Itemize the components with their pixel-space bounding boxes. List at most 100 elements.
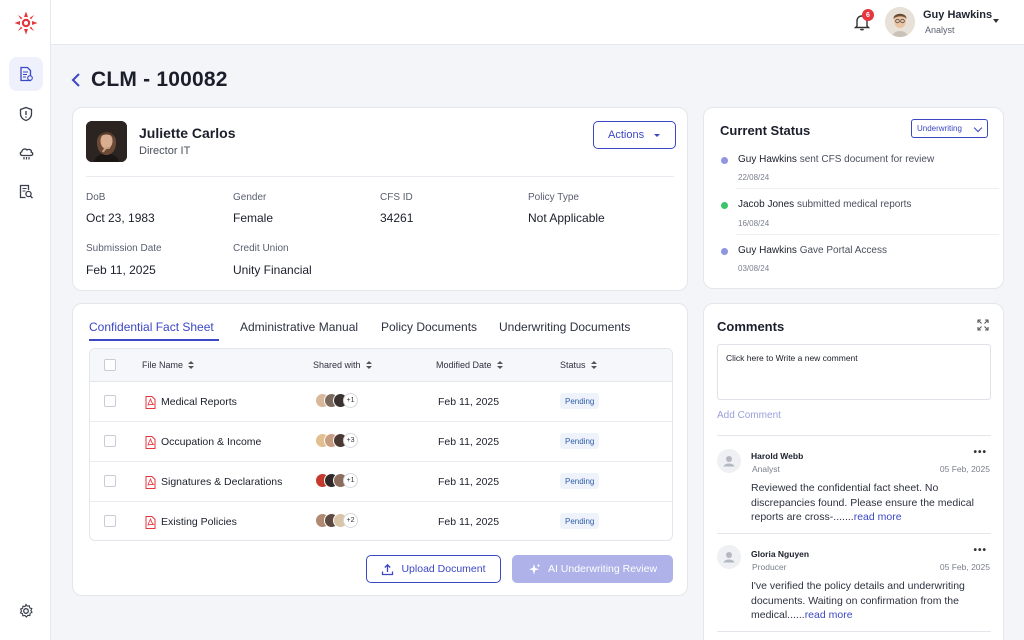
modified-date: Feb 11, 2025: [438, 476, 500, 488]
column-header-file-name[interactable]: File Name: [142, 360, 195, 370]
table-row[interactable]: Existing Policies +2 Feb 11, 2025 Pendin…: [90, 502, 672, 540]
file-name[interactable]: Occupation & Income: [161, 436, 262, 448]
sidebar-item-settings[interactable]: [9, 594, 43, 628]
user-name[interactable]: Guy Hawkins: [923, 9, 993, 21]
back-arrow-icon[interactable]: [68, 71, 84, 89]
read-more-link[interactable]: read more: [804, 609, 853, 621]
comment-author-role: Producer: [752, 562, 787, 572]
new-comment-input[interactable]: Click here to Write a new comment: [717, 344, 991, 400]
notification-count-badge: 6: [862, 9, 874, 21]
ai-underwriting-review-button[interactable]: AI Underwriting Review: [512, 555, 673, 583]
timeline-action: submitted medical reports: [796, 199, 912, 210]
more-shared-count: +3: [343, 433, 358, 448]
timeline-actor: Jacob Jones: [738, 199, 795, 210]
file-name[interactable]: Signatures & Declarations: [161, 476, 283, 488]
status-dropdown-value: Underwriting: [917, 124, 962, 133]
page-title: CLM - 100082: [91, 68, 228, 91]
field-label-dob: DoB: [86, 192, 106, 203]
sidebar-item-reports[interactable]: [9, 175, 43, 209]
user-icon: [723, 456, 735, 467]
upload-document-button[interactable]: Upload Document: [366, 555, 501, 583]
divider: [717, 631, 991, 632]
caret-down-icon: [654, 134, 660, 137]
timeline-action: Gave Portal Access: [799, 245, 887, 256]
more-options-icon[interactable]: •••: [973, 447, 987, 458]
column-header-status[interactable]: Status: [560, 360, 597, 370]
sidebar: [0, 0, 51, 640]
modified-date: Feb 11, 2025: [438, 436, 500, 448]
user-role: Analyst: [925, 25, 955, 35]
field-value-submission-date: Feb 11, 2025: [86, 263, 156, 277]
pdf-file-icon: [145, 396, 156, 409]
timeline-actor: Guy Hawkins: [738, 245, 797, 256]
row-checkbox[interactable]: [104, 515, 116, 527]
tab-underwriting-documents[interactable]: Underwriting Documents: [499, 320, 631, 334]
profile-photo: [86, 121, 127, 162]
table-row[interactable]: Occupation & Income +3 Feb 11, 2025 Pend…: [90, 422, 672, 462]
tab-policy-documents[interactable]: Policy Documents: [381, 320, 478, 334]
shared-with-avatars[interactable]: +1: [315, 473, 375, 489]
shared-with-avatars[interactable]: +1: [315, 393, 375, 409]
more-options-icon[interactable]: •••: [973, 545, 987, 556]
tab-confidential-fact-sheet[interactable]: Confidential Fact Sheet: [89, 320, 214, 334]
column-header-label: Shared with: [313, 360, 361, 370]
tab-administrative-manual[interactable]: Administrative Manual: [240, 320, 359, 334]
timeline-actor: Guy Hawkins: [738, 154, 797, 165]
sort-icon: [188, 361, 195, 369]
upload-document-label: Upload Document: [401, 563, 486, 575]
column-header-shared-with[interactable]: Shared with: [313, 360, 372, 370]
comment-text: I've verified the policy details and und…: [751, 579, 983, 623]
user-menu-caret-icon[interactable]: [993, 19, 999, 23]
add-comment-button[interactable]: Add Comment: [717, 410, 781, 421]
more-shared-count: +2: [343, 513, 358, 528]
row-checkbox[interactable]: [104, 395, 116, 407]
timeline-item: Guy Hawkins sent CFS document for review: [738, 154, 934, 165]
sidebar-item-cloud[interactable]: [9, 136, 43, 170]
field-label-credit-union: Credit Union: [233, 243, 289, 254]
column-header-modified-date[interactable]: Modified Date: [436, 360, 503, 370]
topbar: [51, 0, 1024, 45]
status-badge: Pending: [560, 393, 600, 409]
avatar: [717, 449, 741, 473]
file-name[interactable]: Existing Policies: [161, 516, 237, 528]
timeline-date: 03/08/24: [738, 264, 770, 273]
table-row[interactable]: Signatures & Declarations +1 Feb 11, 202…: [90, 462, 672, 502]
field-value-credit-union: Unity Financial: [233, 263, 312, 277]
shared-with-avatars[interactable]: +2: [315, 513, 375, 529]
column-header-label: Modified Date: [436, 360, 492, 370]
table-header: File Name Shared with Modified Date Stat…: [90, 349, 672, 382]
column-header-label: Status: [560, 360, 586, 370]
actions-button[interactable]: Actions: [593, 121, 676, 149]
timeline-dot: [721, 157, 728, 164]
read-more-link[interactable]: read more: [853, 511, 902, 523]
comment-date: 05 Feb, 2025: [939, 464, 990, 474]
field-value-policy-type: Not Applicable: [528, 211, 605, 225]
documents-table: File Name Shared with Modified Date Stat…: [89, 348, 673, 541]
current-status-title: Current Status: [720, 123, 811, 138]
user-avatar[interactable]: [885, 7, 915, 37]
profile-title: Director IT: [139, 145, 191, 157]
document-icon: [20, 66, 33, 82]
sidebar-item-alerts[interactable]: [9, 97, 43, 131]
timeline-dot: [721, 202, 728, 209]
table-row[interactable]: Medical Reports +1 Feb 11, 2025 Pending: [90, 382, 672, 422]
upload-icon: [382, 563, 394, 575]
avatar: [717, 545, 741, 569]
more-shared-count: +1: [343, 393, 358, 408]
divider: [86, 176, 674, 177]
user-icon: [723, 552, 735, 563]
modified-date: Feb 11, 2025: [438, 516, 500, 528]
divider: [736, 188, 999, 189]
sidebar-item-documents[interactable]: [9, 57, 43, 91]
row-checkbox[interactable]: [104, 475, 116, 487]
status-dropdown[interactable]: Underwriting: [911, 119, 988, 138]
row-checkbox[interactable]: [104, 435, 116, 447]
sort-icon: [590, 361, 597, 369]
divider: [736, 234, 999, 235]
file-name[interactable]: Medical Reports: [161, 396, 237, 408]
select-all-checkbox[interactable]: [104, 359, 116, 371]
gear-icon: [19, 603, 33, 618]
shared-with-avatars[interactable]: +3: [315, 433, 375, 449]
chevron-down-icon: [973, 123, 983, 133]
expand-icon[interactable]: [977, 319, 989, 331]
